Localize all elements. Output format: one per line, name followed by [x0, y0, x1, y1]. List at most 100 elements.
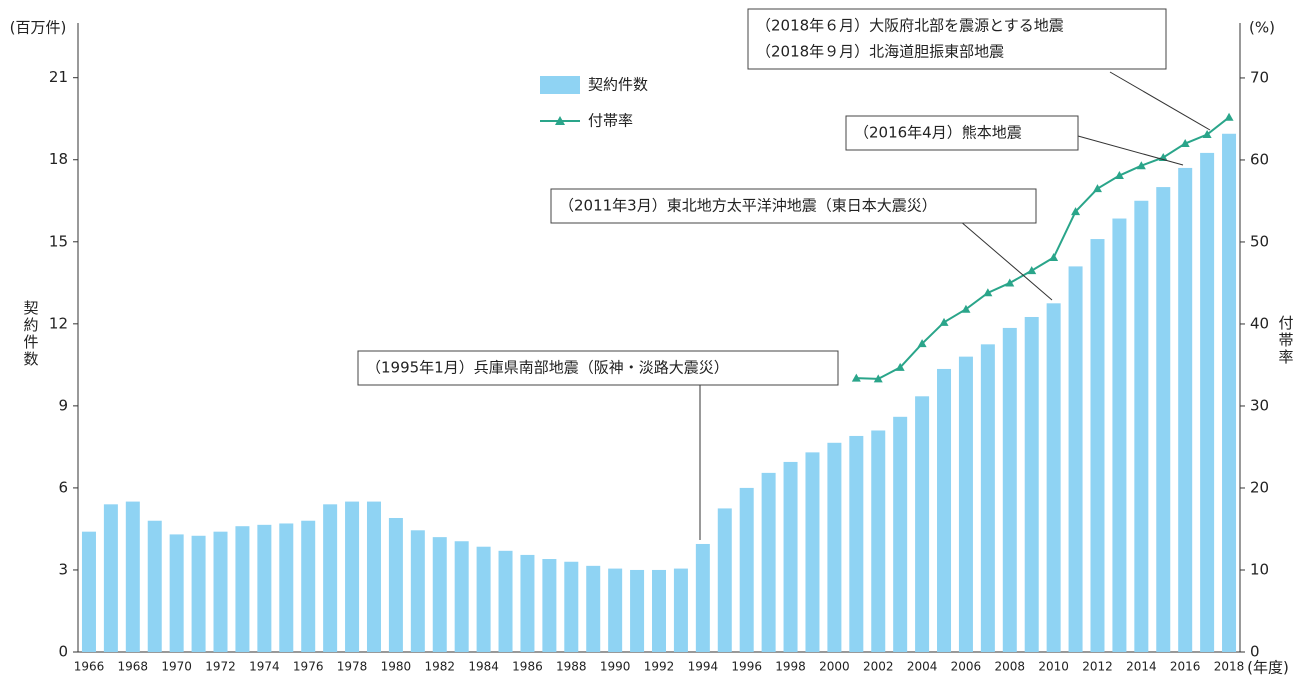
bar: [279, 523, 294, 652]
rate-marker: [961, 304, 971, 313]
x-tick-label: 1990: [600, 660, 631, 674]
y2-tick-label: 50: [1250, 232, 1269, 250]
rate-marker: [895, 362, 905, 371]
rate-marker: [917, 339, 927, 348]
bar: [169, 534, 184, 652]
bar: [761, 472, 776, 652]
x-tick-label: 2018: [1214, 660, 1245, 674]
annotation-box: [550, 188, 1037, 224]
rate-marker: [1049, 253, 1059, 262]
x-tick-label: 2012: [1082, 660, 1113, 674]
bar: [366, 501, 381, 652]
bar: [739, 487, 754, 652]
rate-marker: [1202, 130, 1212, 139]
bar: [520, 554, 535, 652]
x-tick-label: 1994: [688, 660, 719, 674]
x-tick-label: 2002: [863, 660, 894, 674]
y-tick-label: 3: [58, 560, 68, 578]
bar: [871, 430, 886, 652]
bar: [915, 396, 930, 652]
annotation-box: [747, 8, 1167, 70]
bar: [235, 526, 250, 652]
x-tick-label: 1986: [512, 660, 543, 674]
annotation-text: （2011年3月）東北地方太平洋沖地震（東日本大震災）: [559, 197, 937, 215]
x-tick-label: 1966: [74, 660, 105, 674]
y-unit: (百万件): [10, 19, 67, 37]
bar: [893, 416, 908, 652]
y-tick-label: 15: [49, 232, 68, 250]
y-tick-label: 9: [58, 396, 68, 414]
y2-tick-label: 20: [1250, 478, 1269, 496]
bar: [103, 504, 118, 652]
annotation-box: [845, 115, 1079, 151]
rate-line: [856, 116, 1230, 380]
bar: [1200, 152, 1215, 653]
x-tick-label: 1992: [644, 660, 675, 674]
leader-line: [1077, 135, 1184, 166]
rate-marker: [873, 374, 883, 383]
bar: [564, 561, 579, 652]
x-tick-label: 1984: [468, 660, 499, 674]
rate-marker: [939, 317, 949, 326]
rate-marker: [983, 288, 993, 297]
bar: [1090, 239, 1105, 652]
x-unit: (年度): [1247, 659, 1289, 677]
rate-marker: [1071, 207, 1081, 216]
y2-tick-label: 40: [1250, 314, 1269, 332]
y2-tick-label: 10: [1250, 560, 1269, 578]
bar: [695, 543, 710, 652]
bar: [1002, 327, 1017, 652]
bar: [1156, 187, 1171, 652]
bar: [958, 356, 973, 652]
rate-marker: [1224, 112, 1234, 121]
x-tick-label: 2014: [1126, 660, 1157, 674]
leader-line: [1109, 71, 1211, 131]
leader-line: [959, 220, 1053, 301]
bar: [1222, 133, 1237, 653]
bar: [125, 501, 140, 652]
x-tick-label: 1976: [293, 660, 324, 674]
x-tick-label: 1988: [556, 660, 587, 674]
x-tick-label: 2006: [951, 660, 982, 674]
bar: [213, 531, 228, 652]
annotation-text: （2018年６月）大阪府北部を震源とする地震: [756, 17, 1064, 35]
bar: [849, 435, 864, 652]
bar: [147, 520, 162, 652]
bar: [81, 531, 96, 652]
y2-unit: (%): [1249, 19, 1275, 37]
y-tick-label: 0: [58, 643, 68, 661]
x-tick-label: 2016: [1170, 660, 1201, 674]
rate-marker: [1092, 184, 1102, 193]
bar: [1134, 200, 1149, 652]
x-tick-label: 1980: [381, 660, 412, 674]
bar: [432, 537, 447, 652]
y-tick-label: 12: [49, 314, 68, 332]
bar: [1046, 303, 1061, 652]
legend-marker: [555, 116, 565, 125]
x-tick-label: 1996: [731, 660, 762, 674]
x-tick-label: 1978: [337, 660, 368, 674]
bar: [542, 559, 557, 652]
x-tick-label: 1970: [161, 660, 192, 674]
x-tick-label: 1998: [775, 660, 806, 674]
bar: [191, 535, 206, 652]
bar: [410, 530, 425, 652]
bar: [980, 344, 995, 652]
bar: [454, 541, 469, 652]
x-tick-label: 2000: [819, 660, 850, 674]
annotation-box: [357, 350, 839, 386]
legend-swatch: [540, 76, 580, 94]
rate-marker: [1180, 139, 1190, 148]
rate-marker: [1136, 161, 1146, 170]
y2-tick-label: 70: [1250, 68, 1269, 86]
rate-marker: [1114, 171, 1124, 180]
annotation-text: （2018年９月）北海道胆振東部地震: [756, 43, 1004, 61]
bar: [827, 442, 842, 652]
bar: [783, 461, 798, 652]
x-tick-label: 1974: [249, 660, 280, 674]
bar: [345, 501, 360, 652]
bar: [498, 550, 513, 652]
bar: [586, 565, 601, 652]
y2-tick-label: 0: [1250, 643, 1260, 661]
